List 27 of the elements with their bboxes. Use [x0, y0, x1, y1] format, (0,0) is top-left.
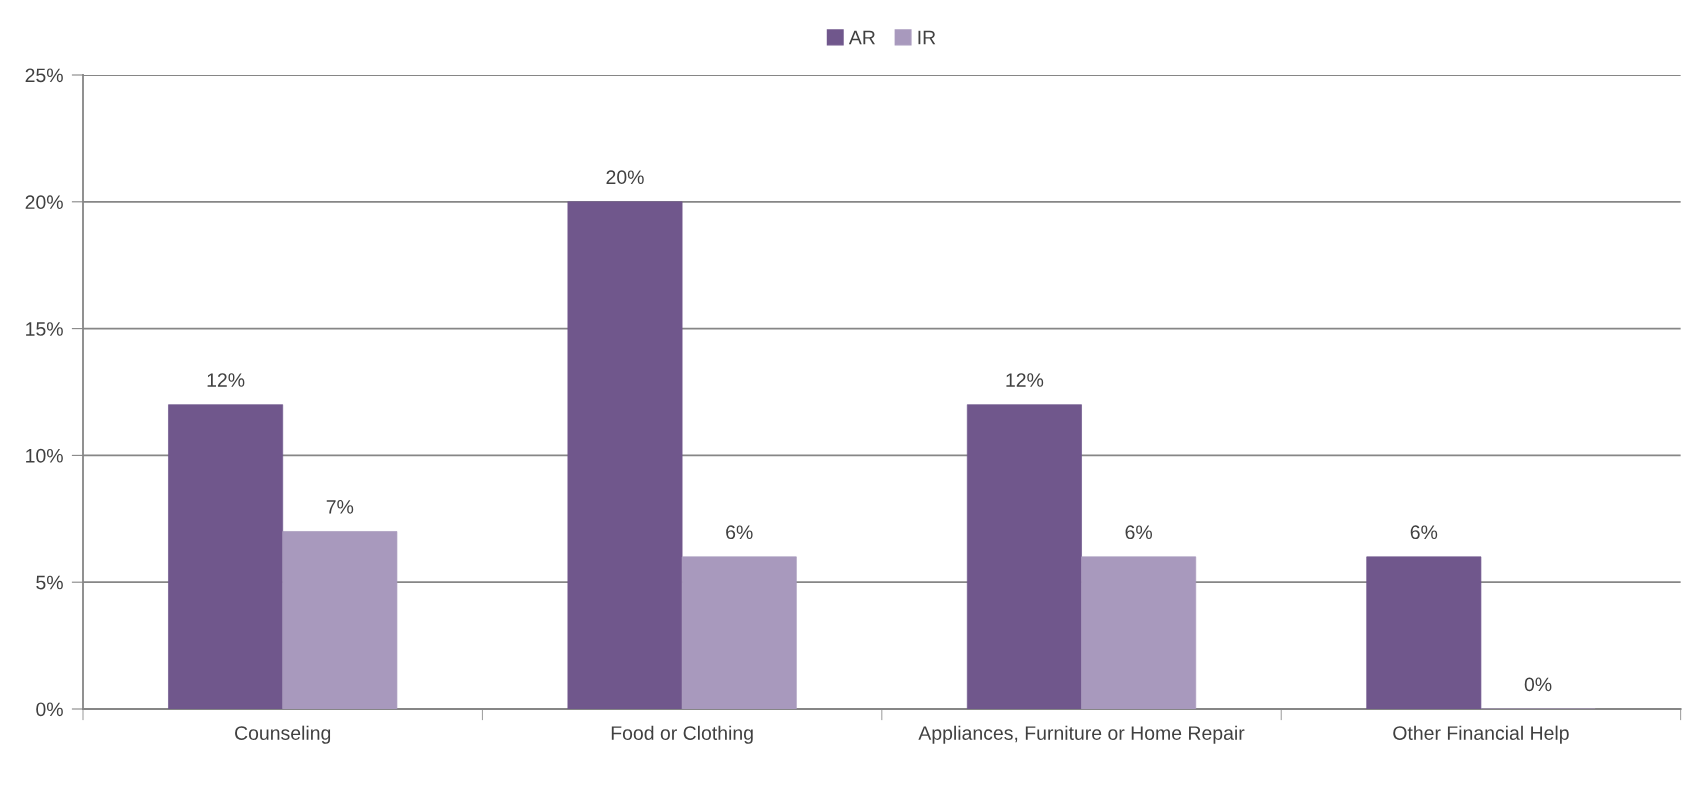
data-label: 6%	[1125, 525, 1152, 540]
y-tick-label: 5%	[36, 575, 63, 590]
legend-label: AR	[848, 30, 875, 45]
data-label: 7%	[326, 500, 354, 514]
bar	[282, 531, 398, 709]
y-tick-label: 0%	[36, 702, 63, 717]
y-tick-label: 15%	[26, 322, 63, 336]
bar	[966, 404, 1082, 709]
legend-label: IR	[918, 30, 936, 45]
bar	[1081, 556, 1197, 709]
x-tick-label: Other Financial Help	[1393, 725, 1569, 744]
y-tick-label: 20%	[25, 195, 63, 210]
bar	[1366, 556, 1482, 709]
data-label: 12%	[207, 373, 245, 387]
x-tick-label: Appliances, Furniture or Home Repair	[918, 725, 1245, 744]
data-label: 12%	[1006, 373, 1044, 387]
y-tick-label: 10%	[26, 448, 63, 463]
data-label: 0%	[1524, 677, 1552, 692]
x-tick-label: Counseling	[235, 725, 331, 744]
bar	[681, 556, 797, 709]
data-label: 6%	[726, 525, 753, 540]
data-label: 20%	[606, 170, 644, 185]
bar	[168, 404, 284, 709]
y-tick-label: 25%	[25, 68, 63, 83]
x-tick-label: Food or Clothing	[611, 725, 753, 744]
data-label: 6%	[1410, 525, 1438, 540]
bar	[567, 201, 683, 709]
